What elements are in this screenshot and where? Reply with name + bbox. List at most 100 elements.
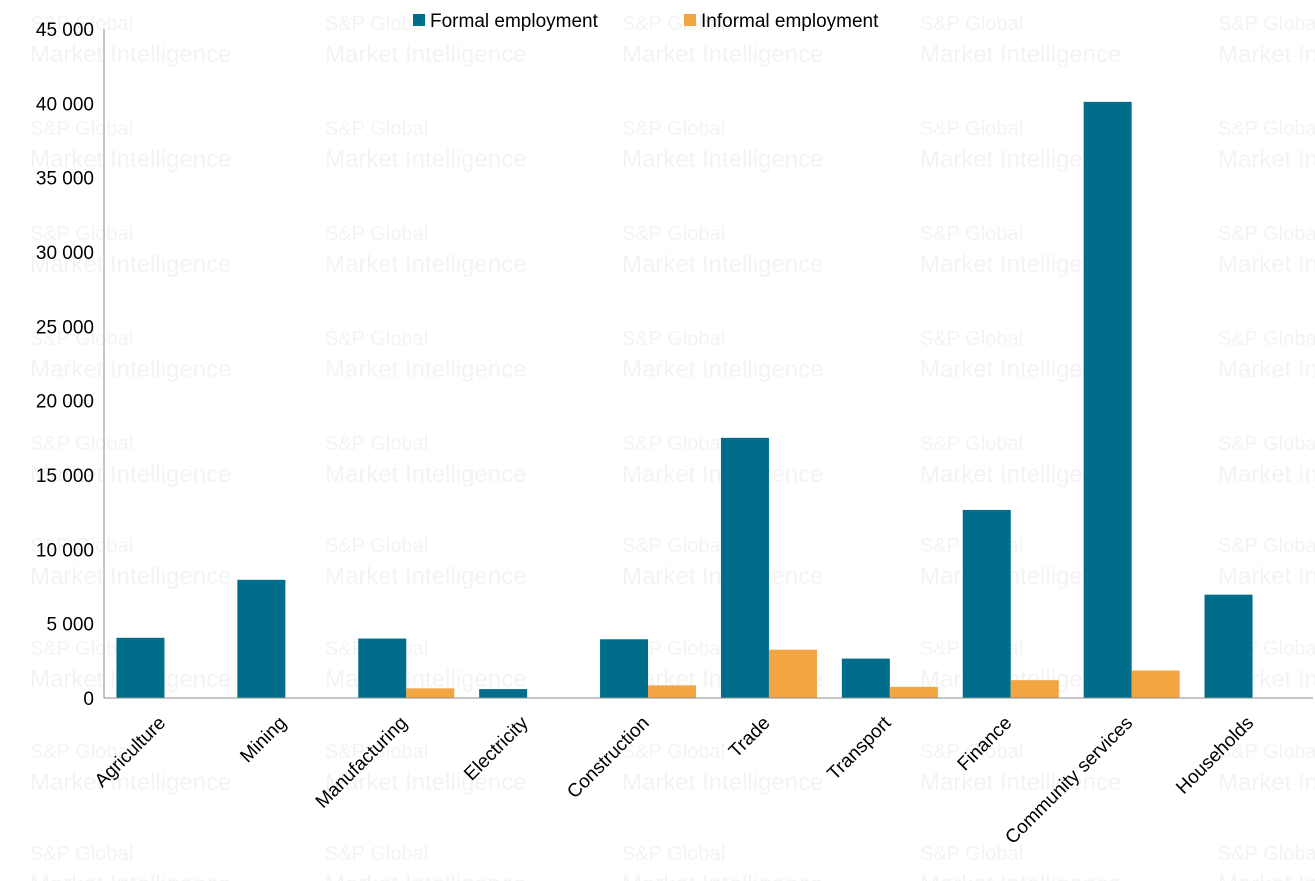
y-tick-label: 35 000 — [36, 169, 94, 190]
watermark-text: Market Intelligence — [30, 461, 231, 488]
watermark-text: S&P Global — [30, 328, 133, 350]
watermark-text: Market Intelligence — [622, 41, 823, 68]
watermark-text: S&P Global — [1218, 328, 1315, 350]
watermark-text: Market Intelligence — [30, 563, 231, 590]
watermark-text: Market Intelligence — [1218, 251, 1315, 278]
watermark-text: S&P Global — [622, 13, 725, 35]
watermark-text: S&P Global — [325, 223, 428, 245]
watermark-text: Market Intelligence — [325, 146, 526, 173]
bar-informal-transport — [889, 686, 938, 698]
y-axis: 0 5 000 10 000 15 000 20 000 25 000 30 000 35 0… — [36, 20, 105, 710]
watermark-text: S&P Global — [325, 843, 428, 865]
watermark-text: S&P Global — [30, 223, 133, 245]
y-tick-label: 0 — [83, 689, 94, 710]
watermark-text: S&P Global — [325, 741, 428, 763]
legend-label-informal: Informal employment — [701, 11, 879, 32]
watermark-text: Market Intelligence — [1218, 356, 1315, 383]
y-tick-label: 25 000 — [36, 317, 94, 338]
watermark-text: Market Intelligence — [30, 41, 231, 68]
watermark-text: S&P Global — [622, 741, 725, 763]
watermark-text: Market Intelligence — [1218, 461, 1315, 488]
watermark-text: Market Intelligence — [1218, 871, 1315, 881]
watermark-text: Market Intelligence — [920, 871, 1121, 881]
watermark-text: Market Intelligence — [325, 251, 526, 278]
watermark-text: S&P Global — [1218, 223, 1315, 245]
watermark-text: Market Intelligence — [30, 356, 231, 383]
watermark-text: S&P Global — [622, 328, 725, 350]
watermark-text: S&P Global — [622, 535, 725, 557]
watermark-text: Market Intelligence — [30, 251, 231, 278]
watermark-text: S&P Global — [325, 328, 428, 350]
watermark-text: S&P Global — [325, 535, 428, 557]
watermark-text: S&P Global — [1218, 13, 1315, 35]
watermark-text: S&P Global — [325, 13, 428, 35]
y-tick-label: 40 000 — [36, 94, 94, 115]
x-tick-label: Mining — [236, 713, 290, 767]
watermark-text: Market Intelligence — [1218, 41, 1315, 68]
watermark-text: S&P Global — [325, 433, 428, 455]
watermark-text: S&P Global — [30, 843, 133, 865]
watermark-text: S&P Global — [920, 328, 1023, 350]
y-tick-label: 10 000 — [36, 540, 94, 561]
watermark-text: Market Intelligence — [1218, 146, 1315, 173]
watermark-text: S&P Global — [920, 13, 1023, 35]
watermark-text: Market Intelligence — [325, 871, 526, 881]
watermark-text: Market Intelligence — [30, 769, 231, 796]
watermark-text: S&P Global — [30, 13, 133, 35]
watermark-text: S&P Global — [920, 741, 1023, 763]
bars-layer — [116, 101, 1253, 698]
bar-formal-manufacturing — [358, 638, 407, 698]
bar-formal-community-services — [1083, 101, 1132, 698]
y-tick-label: 5 000 — [46, 615, 94, 636]
watermark-text: S&P Global — [920, 433, 1023, 455]
y-tick-label: 15 000 — [36, 466, 94, 487]
watermark-text: Market Intelligence — [622, 146, 823, 173]
bar-formal-electricity — [479, 689, 528, 698]
watermark-text: Market Intelligence — [1218, 769, 1315, 796]
watermark-text: Market Intelligence — [622, 251, 823, 278]
bar-formal-transport — [841, 658, 890, 698]
bar-formal-trade — [720, 437, 769, 698]
watermark-text: S&P Global — [1218, 741, 1315, 763]
legend-label-formal: Formal employment — [430, 11, 599, 32]
watermark-text: S&P Global — [622, 433, 725, 455]
watermark-text: Market Intelligence — [1218, 563, 1315, 590]
watermark-text: Market Intelligence — [622, 769, 823, 796]
watermark-layer: S&P Global Market Intelligence S&P Global M… — [30, 13, 1315, 881]
x-tick-label: Transport — [824, 712, 896, 784]
watermark-text: S&P Global — [1218, 118, 1315, 140]
watermark-text: Market Intelligence — [325, 356, 526, 383]
watermark-text: Market Intelligence — [622, 871, 823, 881]
watermark-text: Market Intelligence — [30, 871, 231, 881]
watermark-text: Market Intelligence — [920, 41, 1121, 68]
bar-informal-community-services — [1131, 670, 1180, 698]
watermark-text: S&P Global — [325, 118, 428, 140]
y-tick-label: 20 000 — [36, 392, 94, 413]
x-tick-label: Trade — [725, 713, 774, 762]
watermark-text: S&P Global — [30, 535, 133, 557]
watermark-text: S&P Global — [920, 223, 1023, 245]
watermark-text: S&P Global — [920, 118, 1023, 140]
bar-informal-finance — [1010, 680, 1059, 698]
bar-formal-finance — [962, 509, 1011, 698]
watermark-text: S&P Global — [30, 433, 133, 455]
watermark-text: Market Intelligence — [920, 769, 1121, 796]
watermark-text: S&P Global — [622, 118, 725, 140]
watermark-text: Market Intelligence — [30, 146, 231, 173]
y-tick-label: 30 000 — [36, 243, 94, 264]
watermark-text: S&P Global — [1218, 843, 1315, 865]
watermark-text: S&P Global — [1218, 433, 1315, 455]
bar-formal-households — [1204, 594, 1253, 698]
bar-formal-agriculture — [116, 637, 165, 698]
watermark-text: Market Intelligence — [325, 41, 526, 68]
bar-informal-trade — [768, 649, 817, 698]
watermark-text: S&P Global — [30, 118, 133, 140]
watermark-text: Market Intelligence — [325, 461, 526, 488]
legend-swatch-informal — [684, 14, 696, 26]
bar-formal-construction — [600, 639, 649, 698]
watermark-text: S&P Global — [920, 843, 1023, 865]
watermark-text: S&P Global — [1218, 535, 1315, 557]
bar-formal-mining — [237, 579, 286, 698]
legend-swatch-formal — [413, 14, 425, 26]
chart-legend: Formal employment Informal employment — [413, 11, 879, 32]
